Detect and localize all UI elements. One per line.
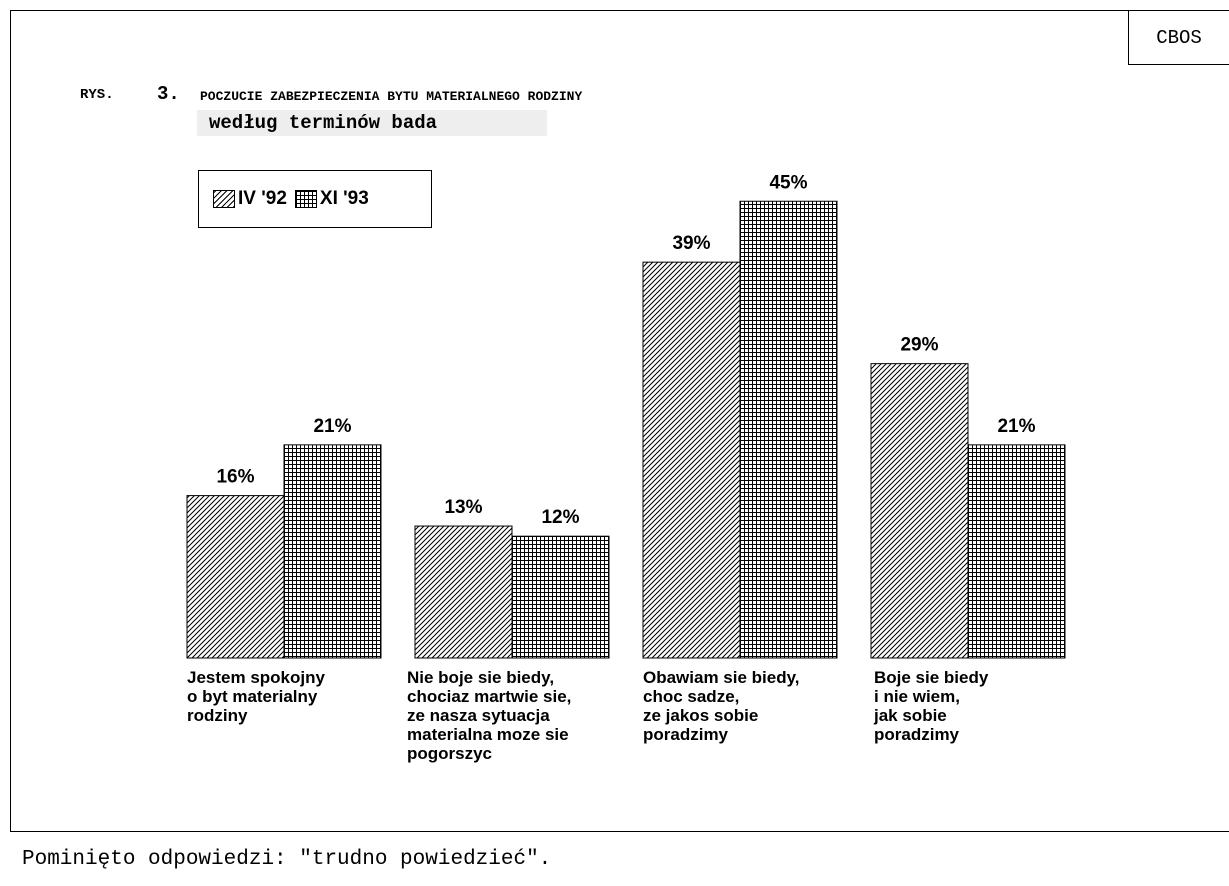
category-label-2: Nie boje sie biedy, chociaz martwie sie,…: [407, 668, 572, 763]
legend-swatch-hatch-icon: [213, 190, 235, 208]
category-label-4: Boje sie biedy i nie wiem, jak sobie por…: [874, 668, 989, 744]
category-label-3: Obawiam sie biedy, choc sadze, ze jakos …: [643, 668, 800, 744]
legend: IV '92 XI '93: [198, 170, 432, 228]
data-label-series-2-category-4: 21%: [997, 416, 1035, 437]
chart-title: POCZUCIE ZABEZPIECZENIA BYTU MATERIALNEG…: [200, 89, 583, 104]
data-label-series-2-category-2: 12%: [541, 507, 579, 528]
bar-series-1-category-3: [642, 261, 741, 659]
bar-series-1-category-2: [414, 525, 513, 659]
category-label-1: Jestem spokojny o byt materialny rodziny: [187, 668, 325, 725]
data-label-series-1-category-2: 13%: [444, 497, 482, 518]
bar-series-2-category-2: [511, 535, 610, 659]
data-label-series-1-category-1: 16%: [216, 467, 254, 488]
data-label-series-2-category-3: 45%: [769, 172, 807, 193]
legend-item-series-1: IV '92: [213, 188, 287, 210]
legend-label-series-1: IV '92: [238, 188, 287, 209]
figure-prefix: RYS.: [80, 87, 114, 103]
bar-series-1-category-1: [186, 495, 285, 659]
chart-subtitle: według terminów bada: [197, 110, 547, 136]
bar-series-1-category-4: [870, 363, 969, 659]
figure-number: 3.: [157, 83, 180, 105]
data-label-series-2-category-1: 21%: [313, 416, 351, 437]
data-label-series-1-category-4: 29%: [900, 335, 938, 356]
legend-swatch-grid-icon: [294, 190, 317, 208]
bar-series-2-category-3: [739, 200, 838, 659]
org-label: CBOS: [1128, 11, 1229, 65]
legend-label-series-2: XI '93: [319, 188, 369, 209]
chart-frame: [10, 10, 1229, 832]
bar-series-2-category-4: [967, 444, 1066, 659]
legend-item-series-2: XI '93: [294, 188, 369, 210]
data-label-series-1-category-3: 39%: [672, 233, 710, 254]
footnote: Pominięto odpowiedzi: "trudno powiedzieć…: [22, 848, 552, 871]
bar-series-2-category-1: [283, 444, 382, 659]
